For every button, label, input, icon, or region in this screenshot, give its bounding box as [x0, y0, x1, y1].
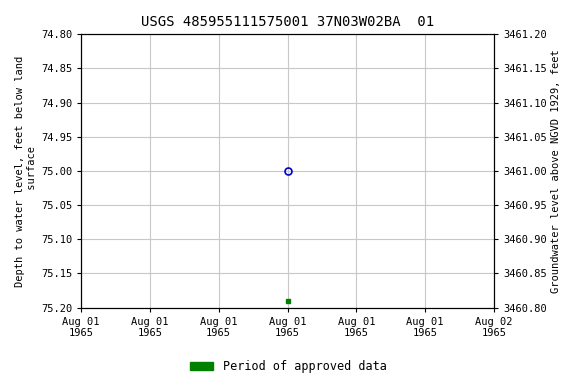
Y-axis label: Depth to water level, feet below land
 surface: Depth to water level, feet below land su… [15, 55, 37, 286]
Y-axis label: Groundwater level above NGVD 1929, feet: Groundwater level above NGVD 1929, feet [551, 49, 561, 293]
Legend: Period of approved data: Period of approved data [185, 356, 391, 378]
Title: USGS 485955111575001 37N03W02BA  01: USGS 485955111575001 37N03W02BA 01 [141, 15, 434, 29]
